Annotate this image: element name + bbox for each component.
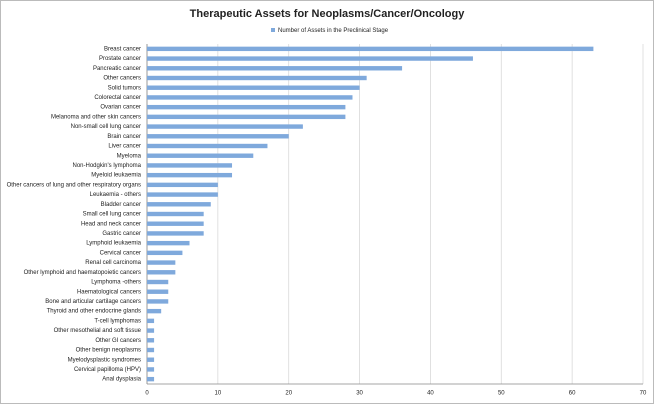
bar (147, 376, 155, 382)
bar (147, 153, 254, 158)
y-tick-label: Small cell lung cancer (83, 212, 141, 218)
y-tick-label: Breast cancer (104, 46, 141, 52)
x-tick-label: 0 (145, 391, 149, 397)
bar (147, 95, 353, 100)
x-tick-label: 70 (640, 391, 647, 397)
y-tick-label: Anal dysplasia (102, 377, 141, 383)
chart-title: Therapeutic Assets for Neoplasms/Cancer/… (190, 8, 466, 20)
x-tick-label: 50 (498, 391, 505, 397)
y-tick-label: Myelodysplastic syndromes (68, 357, 141, 363)
bar (147, 367, 155, 372)
bar (147, 172, 233, 178)
y-tick-label: Haematological cancers (77, 289, 141, 295)
y-tick-label: T-cell lymphomas (94, 318, 141, 324)
y-tick-label: Prostate cancer (99, 56, 141, 62)
y-tick-label: Other benign neoplasms (76, 348, 141, 354)
bar (147, 143, 268, 149)
y-tick-label: Myeloid leukaemia (91, 173, 141, 179)
y-tick-label: Brain cancer (107, 134, 141, 140)
bar (147, 192, 218, 197)
bar (147, 357, 155, 362)
y-tick-label: Solid tumors (108, 85, 141, 91)
x-tick-label: 10 (215, 391, 222, 397)
y-tick-label: Head and neck cancer (81, 221, 141, 227)
y-tick-label: Renal cell carcinoma (85, 260, 141, 266)
bar (147, 56, 473, 61)
bar (147, 124, 303, 129)
x-tick-label: 30 (356, 391, 363, 397)
bar (147, 66, 403, 71)
bar (147, 279, 169, 285)
x-tick-label: 20 (285, 391, 292, 397)
y-tick-label: Non-Hodgkin's lymphoma (72, 163, 141, 169)
bar (147, 134, 289, 139)
bar (147, 250, 183, 256)
bar (147, 182, 218, 188)
y-tick-label: Other mesothelial and soft tissue (54, 328, 142, 334)
bar (147, 114, 346, 120)
y-tick-label: Liver cancer (108, 144, 141, 150)
y-tick-label: Other lymphoid and haematopoietic cancer… (24, 270, 141, 276)
y-tick-label: Bone and articular cartilage cancers (45, 299, 141, 305)
bar (147, 318, 155, 324)
y-tick-label: Cervical cancer (100, 250, 141, 256)
y-tick-label: Other cancers (103, 76, 141, 82)
y-tick-label: Non-small cell lung cancer (71, 124, 141, 130)
bar (147, 85, 360, 90)
y-tick-label: Bladder cancer (101, 202, 141, 208)
bar (147, 260, 176, 265)
y-tick-label: Gastric cancer (102, 231, 141, 237)
y-tick-label: Ovarian cancer (100, 105, 141, 111)
bar (147, 289, 169, 294)
bar (147, 299, 169, 304)
y-tick-label: Thyroid and other endocrine glands (47, 309, 141, 315)
bar (147, 75, 367, 81)
x-tick-label: 40 (427, 391, 434, 397)
y-tick-label: Cervical papilloma (HPV) (74, 367, 141, 373)
y-tick-label: Lymphoma -others (91, 280, 141, 286)
y-tick-label: Other cancers of lung and other respirat… (7, 182, 141, 188)
y-tick-label: Myeloma (117, 153, 142, 159)
bar (147, 46, 594, 52)
y-tick-label: Melanoma and other skin cancers (51, 114, 141, 120)
bar (147, 231, 204, 236)
bar (147, 338, 155, 343)
bar (147, 347, 155, 353)
bar (147, 202, 211, 207)
x-tick-label: 60 (569, 391, 576, 397)
y-tick-label: Leukaemia - others (90, 192, 141, 198)
bar (147, 221, 204, 226)
bar (147, 211, 204, 217)
bar (147, 328, 155, 333)
legend-swatch (271, 28, 275, 32)
bar (147, 163, 233, 168)
y-tick-label: Colorectal cancer (94, 95, 141, 101)
y-tick-label: Pancreatic cancer (93, 66, 141, 72)
y-tick-label: Lymphoid leukaemia (86, 241, 141, 247)
bar (147, 104, 346, 110)
bar (147, 308, 162, 314)
y-tick-label: Other GI cancers (95, 338, 141, 344)
bar (147, 270, 176, 275)
bar (147, 240, 190, 246)
legend-label: Number of Assets in the Preclinical Stag… (278, 28, 389, 34)
